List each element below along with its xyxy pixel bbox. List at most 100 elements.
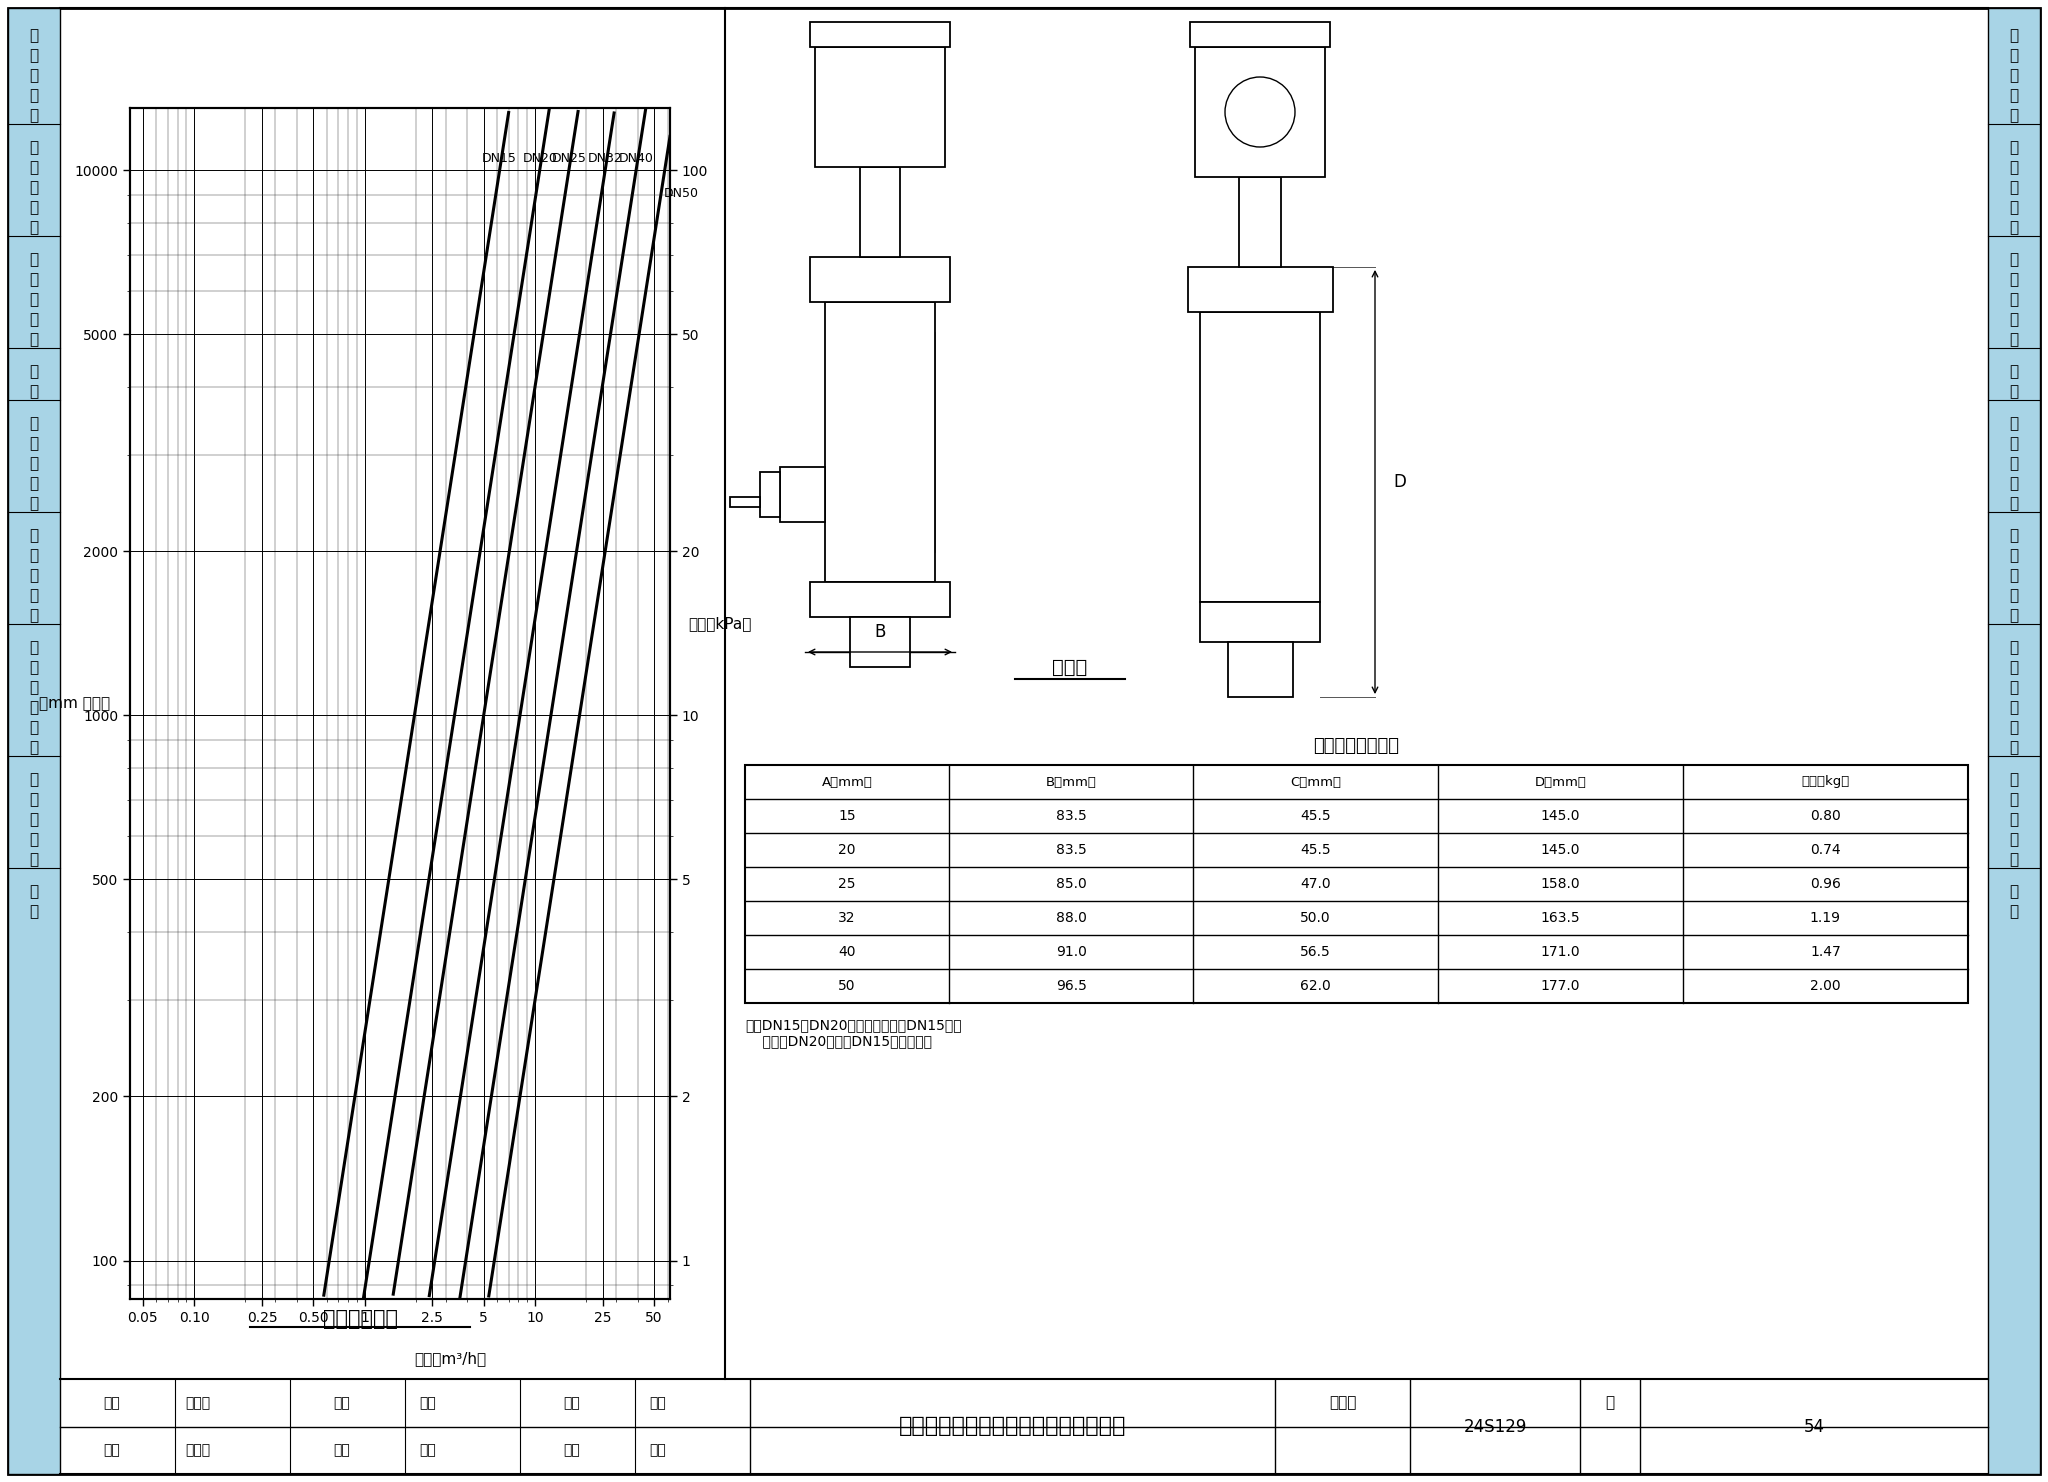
Text: C（mm）: C（mm） [1290, 775, 1341, 788]
Text: 毒: 毒 [29, 640, 39, 655]
Text: 设计: 设计 [563, 1396, 580, 1409]
Text: 量: 量 [29, 273, 39, 288]
Text: 50: 50 [838, 980, 856, 993]
Text: 控: 控 [29, 160, 39, 175]
Text: DN32: DN32 [588, 151, 623, 165]
Text: 40: 40 [838, 946, 856, 959]
Text: 阀: 阀 [29, 108, 39, 123]
Text: 脉: 脉 [2009, 528, 2019, 542]
Bar [860, 167, 899, 256]
Bar [729, 496, 760, 507]
Text: 态: 态 [2009, 384, 2019, 399]
Text: 量: 量 [2009, 273, 2019, 288]
Text: 145.0: 145.0 [1540, 809, 1581, 823]
Text: 流: 流 [29, 252, 39, 267]
Text: 水: 水 [2009, 680, 2019, 695]
Bar [1200, 313, 1321, 602]
Text: D: D [1393, 473, 1405, 491]
Text: 环: 环 [2009, 200, 2019, 215]
Text: 水: 水 [29, 680, 39, 695]
Text: 水: 水 [29, 436, 39, 451]
Text: 50.0: 50.0 [1300, 911, 1331, 925]
Text: 专: 专 [2009, 700, 2019, 714]
Text: 温: 温 [2009, 139, 2019, 156]
Text: 消: 消 [2009, 740, 2019, 754]
Text: 用: 用 [29, 720, 39, 735]
Text: 王睿: 王睿 [649, 1443, 666, 1457]
Text: 膨: 膨 [2009, 812, 2019, 827]
Text: 环: 环 [2009, 476, 2019, 491]
Text: 24S129: 24S129 [1464, 1417, 1526, 1436]
Text: 电: 电 [2009, 568, 2019, 582]
Text: 177.0: 177.0 [1540, 980, 1581, 993]
Text: 贺岩: 贺岩 [420, 1443, 436, 1457]
Text: 32: 32 [838, 911, 856, 925]
Bar [1227, 642, 1292, 697]
Text: 145.0: 145.0 [1540, 843, 1581, 857]
Bar [8, 7, 59, 1475]
Text: 85.0: 85.0 [1057, 877, 1087, 891]
Text: 态: 态 [29, 384, 39, 399]
Text: 混: 混 [29, 68, 39, 83]
Bar [1200, 602, 1321, 642]
Text: 立: 立 [29, 883, 39, 900]
Text: 91.0: 91.0 [1055, 946, 1087, 959]
Text: 热: 热 [2009, 416, 2019, 431]
Text: 冲: 冲 [29, 548, 39, 563]
Text: 20: 20 [838, 843, 856, 857]
Text: 衡: 衡 [29, 313, 39, 328]
Text: DN25: DN25 [551, 151, 586, 165]
Text: 校对: 校对 [334, 1396, 350, 1409]
Text: 温: 温 [29, 47, 39, 64]
Text: 设计: 设计 [563, 1443, 580, 1457]
Text: 62.0: 62.0 [1300, 980, 1331, 993]
Text: 循: 循 [29, 179, 39, 196]
Text: 96.5: 96.5 [1055, 980, 1087, 993]
Text: DN20: DN20 [522, 151, 557, 165]
Text: 45.5: 45.5 [1300, 809, 1331, 823]
Text: 电: 电 [29, 568, 39, 582]
Text: 15: 15 [838, 809, 856, 823]
Text: 25: 25 [838, 877, 856, 891]
Text: 刘振印: 刘振印 [186, 1396, 211, 1409]
Text: DN50: DN50 [664, 187, 698, 200]
Text: 膨: 膨 [29, 812, 39, 827]
Text: 垢: 垢 [29, 588, 39, 603]
Text: 刘振印: 刘振印 [186, 1443, 211, 1457]
Text: 1.47: 1.47 [1810, 946, 1841, 959]
Text: 垢: 垢 [2009, 588, 2019, 603]
Text: 器: 器 [29, 608, 39, 622]
Text: 循: 循 [29, 456, 39, 471]
Text: 热: 热 [29, 416, 39, 431]
Text: 恒: 恒 [29, 28, 39, 43]
Text: 阀: 阀 [2009, 332, 2019, 347]
Text: 页: 页 [1606, 1395, 1614, 1411]
Text: A（mm）: A（mm） [821, 775, 872, 788]
Text: 控: 控 [2009, 160, 2019, 175]
Text: 囊: 囊 [2009, 791, 2019, 808]
Text: 阻损（kPa）: 阻损（kPa） [688, 617, 752, 631]
Text: 校对: 校对 [334, 1443, 350, 1457]
Text: 立: 立 [2009, 883, 2019, 900]
Text: 83.5: 83.5 [1057, 843, 1087, 857]
Text: 2.00: 2.00 [1810, 980, 1841, 993]
Text: 囊: 囊 [29, 791, 39, 808]
Bar [825, 302, 936, 582]
Text: 安岩: 安岩 [420, 1396, 436, 1409]
Text: 衡: 衡 [2009, 313, 2019, 328]
Text: 恒: 恒 [2009, 28, 2019, 43]
Bar [811, 582, 950, 617]
Bar [1188, 267, 1333, 313]
Bar [850, 617, 909, 667]
Text: 171.0: 171.0 [1540, 946, 1581, 959]
Text: 专: 专 [29, 700, 39, 714]
Text: 循: 循 [2009, 456, 2019, 471]
Text: 图集号: 图集号 [1329, 1395, 1356, 1411]
Text: 式: 式 [29, 904, 39, 919]
Text: 56.5: 56.5 [1300, 946, 1331, 959]
Text: 合: 合 [2009, 87, 2019, 104]
Text: 流量（m³/h）: 流量（m³/h） [414, 1352, 485, 1366]
Bar [780, 467, 825, 522]
Text: 47.0: 47.0 [1300, 877, 1331, 891]
Bar [1989, 7, 2040, 1475]
